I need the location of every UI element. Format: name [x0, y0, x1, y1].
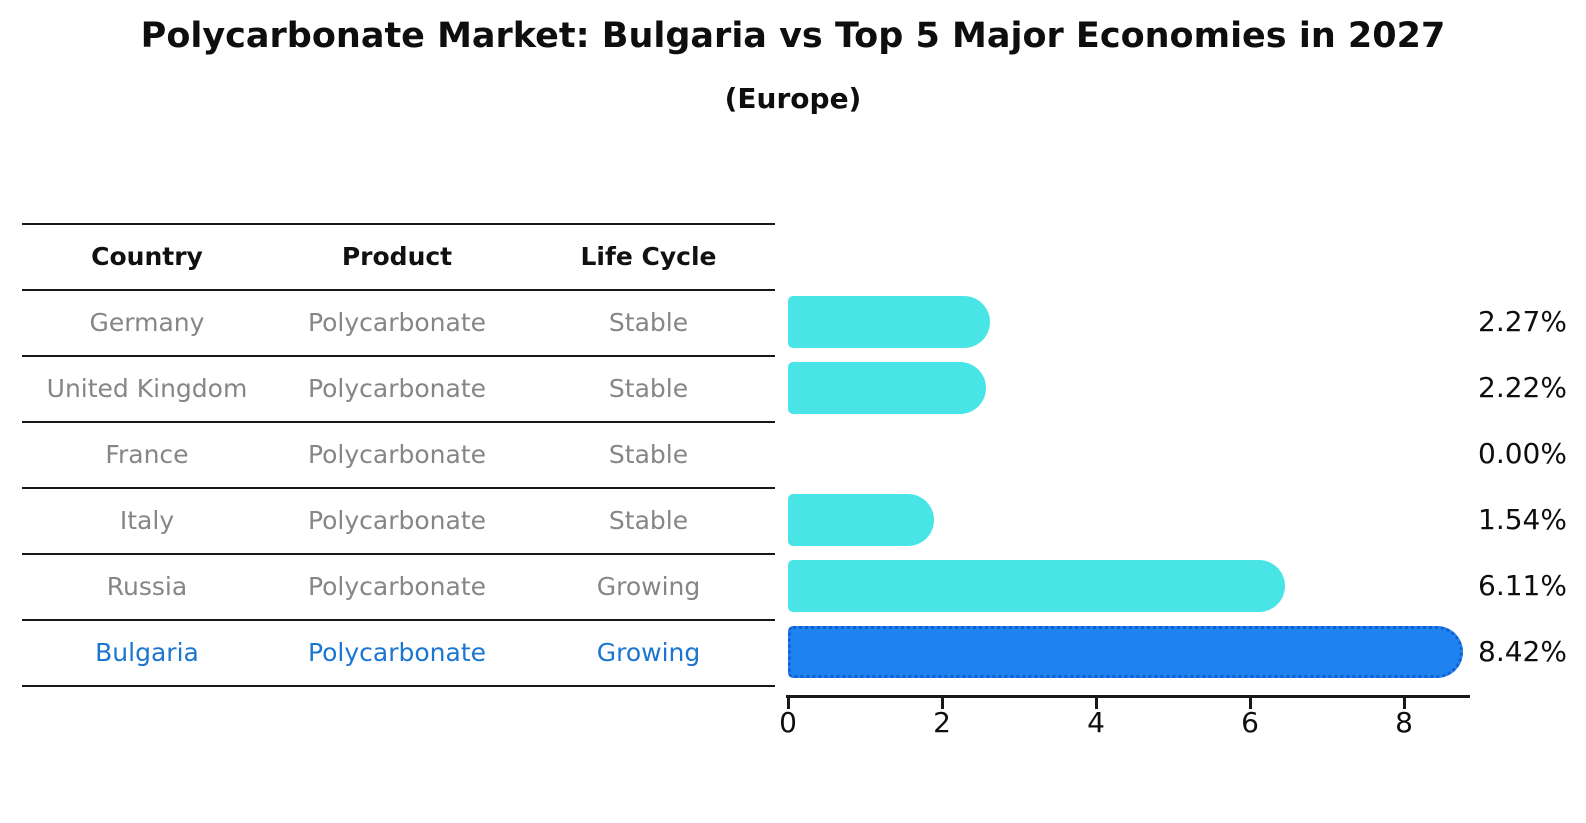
table-header-row: Country Product Life Cycle	[22, 223, 775, 289]
value-label: 8.42%	[1478, 635, 1567, 668]
x-tick-mark	[1095, 698, 1098, 709]
x-axis-line	[786, 695, 1470, 698]
cell-product: Polycarbonate	[307, 373, 487, 403]
table-top-rule	[22, 223, 775, 226]
column-header-product: Product	[341, 241, 453, 271]
bar	[788, 362, 986, 414]
cell-country: Russia	[106, 571, 188, 601]
cell-life-cycle: Growing	[596, 571, 701, 601]
cell-country: Germany	[89, 307, 205, 337]
x-tick-mark	[941, 698, 944, 709]
table-row: Germany Polycarbonate Stable	[22, 289, 775, 355]
bar	[788, 494, 934, 546]
table-header-rule	[22, 289, 775, 292]
value-label: 2.22%	[1478, 371, 1567, 404]
x-tick-label: 8	[1395, 706, 1413, 739]
table-row-rule	[22, 619, 775, 622]
x-tick-label: 0	[779, 706, 797, 739]
x-tick-label: 2	[933, 706, 951, 739]
table-row-rule	[22, 421, 775, 424]
cell-country: Bulgaria	[95, 637, 199, 667]
cell-life-cycle: Stable	[608, 307, 689, 337]
cell-product: Polycarbonate	[307, 439, 487, 469]
x-tick-label: 4	[1087, 706, 1105, 739]
cell-life-cycle: Stable	[608, 439, 689, 469]
bar-highlighted	[788, 626, 1463, 678]
x-tick-mark	[1249, 698, 1252, 709]
cell-life-cycle: Stable	[608, 373, 689, 403]
cell-product: Polycarbonate	[307, 505, 487, 535]
cell-country: France	[105, 439, 189, 469]
table-row-rule	[22, 487, 775, 490]
table-row-rule	[22, 553, 775, 556]
table-row-rule	[22, 355, 775, 358]
table-row-rule	[22, 685, 775, 688]
table-row: France Polycarbonate Stable	[22, 421, 775, 487]
x-tick-mark	[787, 698, 790, 709]
cell-country: Italy	[119, 505, 175, 535]
cell-product: Polycarbonate	[307, 307, 487, 337]
page-title: Polycarbonate Market: Bulgaria vs Top 5 …	[140, 16, 1446, 56]
cell-life-cycle: Stable	[608, 505, 689, 535]
value-label: 2.27%	[1478, 305, 1567, 338]
cell-country: United Kingdom	[46, 373, 248, 403]
value-label: 0.00%	[1478, 437, 1567, 470]
table-row: United Kingdom Polycarbonate Stable	[22, 355, 775, 421]
bar	[788, 560, 1285, 612]
x-tick-label: 6	[1241, 706, 1259, 739]
page-subtitle: (Europe)	[724, 82, 862, 115]
bar	[788, 296, 990, 348]
value-label: 6.11%	[1478, 569, 1567, 602]
cell-life-cycle: Growing	[596, 637, 701, 667]
column-header-country: Country	[91, 241, 203, 271]
value-label: 1.54%	[1478, 503, 1567, 536]
table-row: Russia Polycarbonate Growing	[22, 553, 775, 619]
column-header-life-cycle: Life Cycle	[580, 241, 717, 271]
table-row: Italy Polycarbonate Stable	[22, 487, 775, 553]
x-tick-mark	[1403, 698, 1406, 709]
cell-product: Polycarbonate	[307, 571, 487, 601]
cell-product: Polycarbonate	[307, 637, 487, 667]
table-row: Bulgaria Polycarbonate Growing	[22, 619, 775, 685]
